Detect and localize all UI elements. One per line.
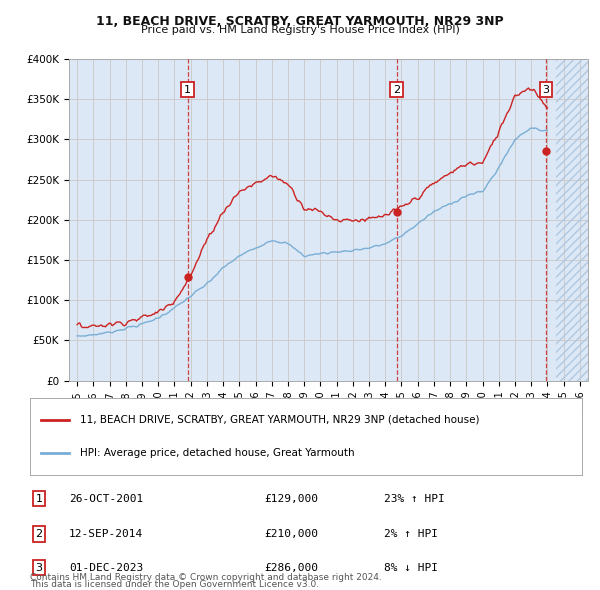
Bar (556, 59, 588, 381)
Text: £210,000: £210,000 (264, 529, 318, 539)
Text: HPI: Average price, detached house, Great Yarmouth: HPI: Average price, detached house, Grea… (80, 448, 355, 458)
Text: 2% ↑ HPI: 2% ↑ HPI (384, 529, 438, 539)
Text: 26-OCT-2001: 26-OCT-2001 (69, 494, 143, 503)
Text: 23% ↑ HPI: 23% ↑ HPI (384, 494, 445, 503)
Text: 1: 1 (35, 494, 43, 503)
Text: 11, BEACH DRIVE, SCRATBY, GREAT YARMOUTH, NR29 3NP: 11, BEACH DRIVE, SCRATBY, GREAT YARMOUTH… (96, 15, 504, 28)
Text: 1: 1 (184, 84, 191, 94)
Text: 3: 3 (542, 84, 550, 94)
Text: 01-DEC-2023: 01-DEC-2023 (69, 563, 143, 572)
Text: 12-SEP-2014: 12-SEP-2014 (69, 529, 143, 539)
Text: 8% ↓ HPI: 8% ↓ HPI (384, 563, 438, 572)
Bar (556, 59, 588, 381)
Text: £129,000: £129,000 (264, 494, 318, 503)
Text: This data is licensed under the Open Government Licence v3.0.: This data is licensed under the Open Gov… (30, 581, 319, 589)
Text: 3: 3 (35, 563, 43, 572)
Text: Contains HM Land Registry data © Crown copyright and database right 2024.: Contains HM Land Registry data © Crown c… (30, 573, 382, 582)
Text: 2: 2 (393, 84, 400, 94)
Text: Price paid vs. HM Land Registry's House Price Index (HPI): Price paid vs. HM Land Registry's House … (140, 25, 460, 35)
Text: £286,000: £286,000 (264, 563, 318, 572)
Text: 11, BEACH DRIVE, SCRATBY, GREAT YARMOUTH, NR29 3NP (detached house): 11, BEACH DRIVE, SCRATBY, GREAT YARMOUTH… (80, 415, 479, 425)
Text: 2: 2 (35, 529, 43, 539)
